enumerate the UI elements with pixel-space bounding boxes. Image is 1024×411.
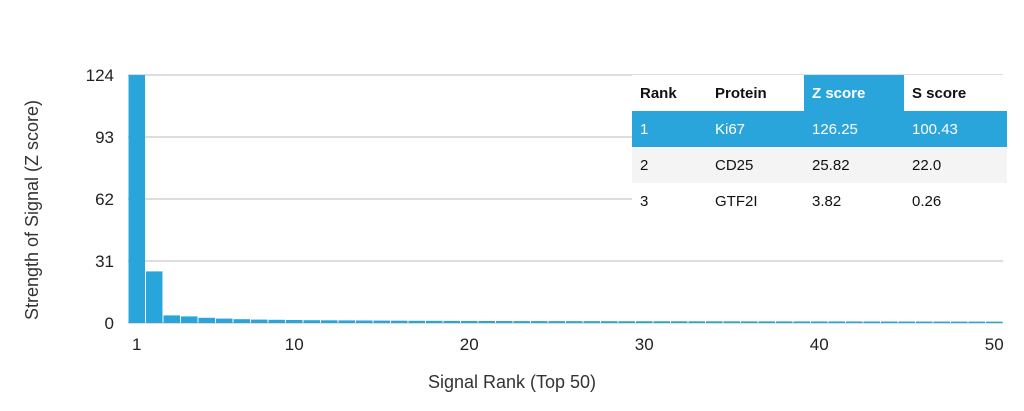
cell-rank: 1 bbox=[632, 111, 707, 147]
bar bbox=[706, 321, 723, 323]
bar bbox=[496, 321, 513, 323]
bar bbox=[408, 320, 425, 323]
cell-protein: GTF2I bbox=[707, 183, 804, 219]
bar bbox=[146, 271, 163, 323]
bar bbox=[688, 321, 705, 323]
bar bbox=[933, 321, 950, 323]
table-header-row: Rank Protein Z score S score bbox=[632, 75, 1007, 111]
cell-z-score: 3.82 bbox=[804, 183, 904, 219]
bar bbox=[828, 321, 845, 323]
bar bbox=[986, 321, 1003, 323]
header-protein: Protein bbox=[707, 75, 804, 111]
cell-protein: CD25 bbox=[707, 147, 804, 183]
bar bbox=[198, 317, 215, 323]
bar bbox=[618, 321, 635, 323]
x-tick-label: 1 bbox=[132, 335, 141, 354]
bar bbox=[128, 75, 145, 323]
x-tick-label: 10 bbox=[285, 335, 304, 354]
cell-protein: Ki67 bbox=[707, 111, 804, 147]
bar bbox=[303, 320, 320, 323]
bar bbox=[741, 321, 758, 323]
x-tick-label: 50 bbox=[985, 335, 1004, 354]
bar bbox=[776, 321, 793, 323]
header-rank: Rank bbox=[632, 75, 707, 111]
cell-s-score: 0.26 bbox=[904, 183, 1007, 219]
bar bbox=[793, 321, 810, 323]
bar bbox=[181, 316, 198, 323]
bar bbox=[321, 320, 338, 323]
bar bbox=[338, 320, 355, 323]
y-tick-label: 93 bbox=[95, 128, 114, 147]
bar bbox=[548, 321, 565, 323]
bar bbox=[286, 320, 303, 323]
cell-s-score: 22.0 bbox=[904, 147, 1007, 183]
bar bbox=[653, 321, 670, 323]
x-tick-label: 40 bbox=[810, 335, 829, 354]
bar bbox=[583, 321, 600, 323]
x-axis-title: Signal Rank (Top 50) bbox=[428, 372, 596, 392]
bar bbox=[443, 320, 460, 323]
table-row: 3 GTF2I 3.82 0.26 bbox=[632, 183, 1007, 219]
cell-z-score: 25.82 bbox=[804, 147, 904, 183]
y-tick-label: 31 bbox=[95, 252, 114, 271]
cell-rank: 2 bbox=[632, 147, 707, 183]
bar bbox=[881, 321, 898, 323]
bar bbox=[916, 321, 933, 323]
bar bbox=[461, 320, 478, 323]
y-tick-label: 124 bbox=[86, 66, 114, 85]
bar bbox=[811, 321, 828, 323]
bar bbox=[426, 320, 443, 323]
bar bbox=[951, 321, 968, 323]
bar bbox=[671, 321, 688, 323]
bar bbox=[846, 321, 863, 323]
bar bbox=[478, 321, 495, 323]
bar bbox=[216, 318, 233, 323]
bar bbox=[356, 320, 373, 323]
bar bbox=[233, 319, 250, 323]
bar bbox=[636, 321, 653, 323]
bar bbox=[531, 321, 548, 323]
bar bbox=[566, 321, 583, 323]
bars bbox=[128, 75, 1003, 323]
bar bbox=[391, 320, 408, 323]
cell-rank: 3 bbox=[632, 183, 707, 219]
bar bbox=[513, 321, 530, 323]
x-tick-label: 30 bbox=[635, 335, 654, 354]
table-row: 2 CD25 25.82 22.0 bbox=[632, 147, 1007, 183]
bar bbox=[723, 321, 740, 323]
bar bbox=[268, 319, 285, 323]
table-row: 1 Ki67 126.25 100.43 bbox=[632, 111, 1007, 147]
bar bbox=[968, 321, 985, 323]
bar bbox=[163, 315, 180, 323]
bar bbox=[863, 321, 880, 323]
y-axis-title: Strength of Signal (Z score) bbox=[22, 100, 42, 320]
score-table: Rank Protein Z score S score 1 Ki67 126.… bbox=[632, 75, 1007, 219]
bar bbox=[373, 320, 390, 323]
x-tick-label: 20 bbox=[460, 335, 479, 354]
y-tick-label: 0 bbox=[105, 314, 114, 333]
bar bbox=[898, 321, 915, 323]
cell-z-score: 126.25 bbox=[804, 111, 904, 147]
cell-s-score: 100.43 bbox=[904, 111, 1007, 147]
header-s-score: S score bbox=[904, 75, 1007, 111]
y-tick-label: 62 bbox=[95, 190, 114, 209]
bar bbox=[758, 321, 775, 323]
bar bbox=[601, 321, 618, 323]
header-z-score: Z score bbox=[804, 75, 904, 111]
bar bbox=[251, 319, 268, 323]
